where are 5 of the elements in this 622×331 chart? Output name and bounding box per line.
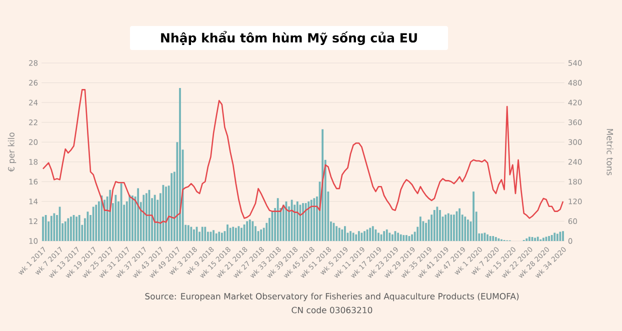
y2-axis-title: Metric tons — [606, 129, 614, 176]
chart-title: Nhập khẩu tôm hùm Mỹ sống của EU — [161, 30, 417, 46]
text: CN code 03063210 — [292, 306, 372, 314]
source-note: Source: European Market Observatory for Fisheries and Aquaculture Products (EUMOFA) — [145, 292, 519, 302]
y-axis-title: € per kilo — [8, 132, 16, 172]
